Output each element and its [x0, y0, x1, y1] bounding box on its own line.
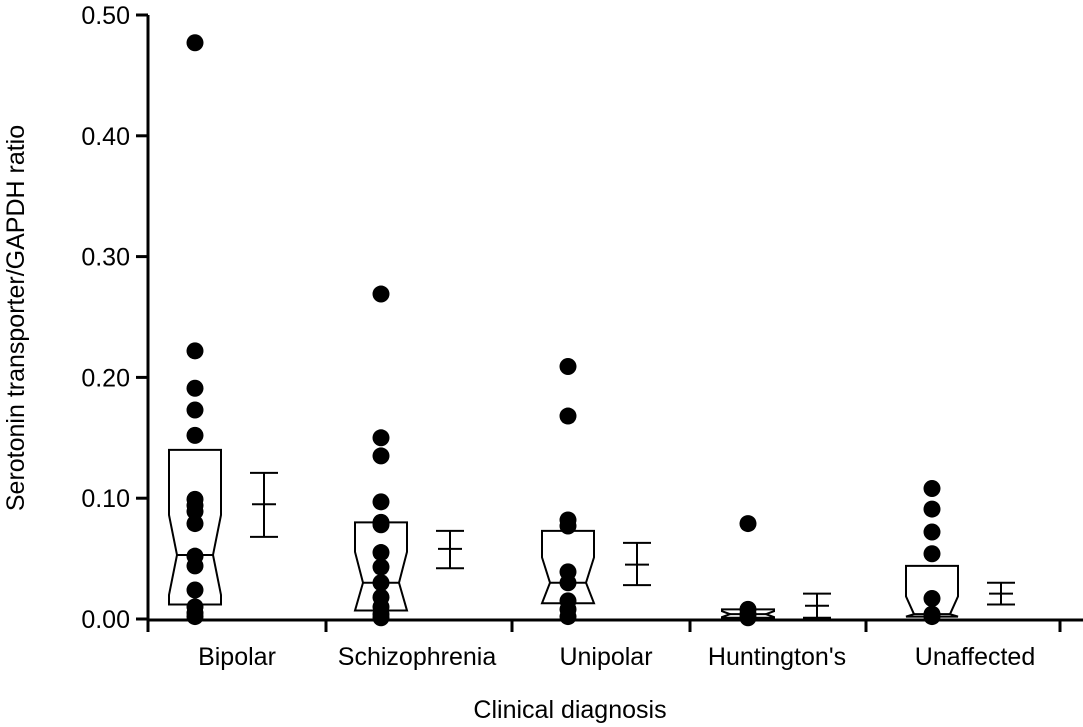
- data-point: [372, 574, 390, 592]
- axes: 0.00 0.10 0.20 0.30 0.40 0.50 Bipolar Schizophr…: [81, 2, 1083, 671]
- x-axis-label: Clinical diagnosis: [473, 696, 666, 724]
- y-tick-label: 0.50: [81, 2, 130, 30]
- data-point: [186, 581, 204, 599]
- category-group: [168, 34, 278, 626]
- y-tick-label: 0.00: [81, 606, 130, 634]
- y-tick-label: 0.20: [81, 364, 130, 392]
- x-tick-label: Huntington's: [708, 643, 846, 671]
- data-point: [372, 285, 390, 303]
- data-point: [186, 401, 204, 419]
- category-group: [540, 358, 651, 626]
- x-tick-label: Bipolar: [198, 643, 276, 671]
- data-point: [186, 608, 204, 626]
- data-point: [923, 500, 941, 518]
- data-point: [739, 515, 757, 533]
- category-group: [353, 285, 464, 627]
- category-group: [905, 480, 1015, 626]
- data-point: [372, 493, 390, 511]
- data-point: [559, 358, 577, 376]
- data-point: [186, 515, 204, 533]
- data-point: [186, 502, 204, 520]
- data-point: [372, 544, 390, 562]
- data-point: [559, 407, 577, 425]
- chart-marks: [168, 34, 1015, 627]
- data-point: [186, 379, 204, 397]
- data-point: [186, 557, 204, 575]
- data-point: [923, 545, 941, 563]
- y-tick-label: 0.40: [81, 123, 130, 151]
- data-point: [186, 342, 204, 360]
- data-point: [923, 523, 941, 541]
- data-point: [186, 34, 204, 52]
- y-axis-label: Serotonin transporter/GAPDH ratio: [2, 125, 30, 511]
- data-point: [372, 447, 390, 465]
- x-tick-label: Unaffected: [915, 643, 1035, 671]
- data-point: [739, 609, 757, 627]
- y-tick-label: 0.10: [81, 485, 130, 513]
- category-group: [721, 515, 831, 627]
- x-tick-label: Unipolar: [559, 643, 652, 671]
- x-tick-label: Schizophrenia: [338, 643, 497, 671]
- data-point: [559, 517, 577, 535]
- data-point: [923, 589, 941, 607]
- data-point: [923, 480, 941, 498]
- data-point: [923, 608, 941, 626]
- data-point: [372, 516, 390, 534]
- data-point: [559, 608, 577, 626]
- data-point: [186, 426, 204, 444]
- data-point: [372, 609, 390, 627]
- y-tick-label: 0.30: [81, 244, 130, 272]
- data-point: [372, 558, 390, 576]
- data-point: [559, 574, 577, 592]
- data-point: [372, 429, 390, 447]
